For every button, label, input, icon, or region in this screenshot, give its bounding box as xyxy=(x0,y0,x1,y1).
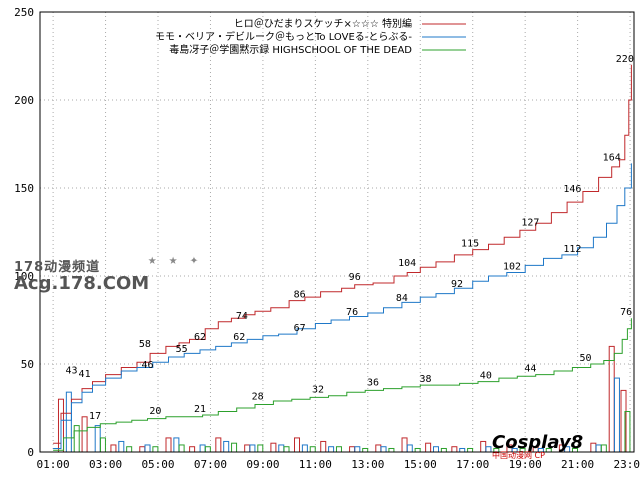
data-label: 43 xyxy=(65,365,77,376)
watermark-178-line2: Acg.178.COM xyxy=(14,273,150,294)
data-label: 104 xyxy=(398,258,416,269)
data-label: 76 xyxy=(620,307,632,318)
data-labels: 43 58 62 74 86 96 104 115 127 146 164 220 41 46 55 62 67… xyxy=(65,54,633,422)
watermark-178: 178动漫频道 Acg.178.COM xyxy=(14,256,149,294)
x-tick-label: 23:00 xyxy=(614,458,640,471)
x-tick-label: 05:00 xyxy=(141,458,174,471)
data-label: 92 xyxy=(451,279,463,290)
watermark-178-line1: 178动漫频道 xyxy=(14,260,101,275)
data-label: 84 xyxy=(396,293,408,304)
series-lines xyxy=(53,64,632,451)
x-tick-label: 21:00 xyxy=(561,458,594,471)
data-label: 36 xyxy=(367,378,379,389)
series-line xyxy=(53,163,632,449)
data-label: 28 xyxy=(252,392,264,403)
data-label: 67 xyxy=(294,323,306,334)
data-label: 146 xyxy=(563,184,581,195)
series-line xyxy=(53,64,632,444)
x-tick-label: 17:00 xyxy=(456,458,489,471)
data-label: 38 xyxy=(419,374,431,385)
y-tick-label: 50 xyxy=(21,358,34,371)
data-label: 96 xyxy=(349,272,361,283)
data-label: 127 xyxy=(521,217,539,228)
y-tick-labels: 0 50 100 150 200 250 xyxy=(14,6,34,459)
data-label: 46 xyxy=(141,360,153,371)
data-label: 62 xyxy=(194,332,206,343)
x-tick-label: 19:00 xyxy=(509,458,542,471)
legend-entry: 毒島冴子＠学園黙示録 HIGHSCHOOL OF THE DEAD xyxy=(169,43,412,56)
legend-entry: モモ・ベリア・デビルーク＠もっとTo LOVEる-とらぶる- xyxy=(155,30,412,43)
y-tick-label: 250 xyxy=(14,6,34,19)
watermark-cosplay8: Cosplay8 中国动漫网 CP xyxy=(492,432,583,461)
x-tick-label: 15:00 xyxy=(404,458,437,471)
x-tick-label: 07:00 xyxy=(194,458,227,471)
y-tick-label: 100 xyxy=(14,270,34,283)
x-tick-label: 03:00 xyxy=(89,458,122,471)
data-label: 76 xyxy=(346,307,358,318)
x-tick-label: 09:00 xyxy=(246,458,279,471)
watermark-cosplay8-line1: Cosplay8 xyxy=(492,432,584,453)
data-label: 164 xyxy=(603,152,621,163)
x-tick-labels: 01:00 03:00 05:00 07:00 09:00 11:00 13:00 15:00… xyxy=(37,458,640,471)
data-label: 50 xyxy=(579,353,591,364)
data-label: 17 xyxy=(89,411,101,422)
data-label: 20 xyxy=(149,406,161,417)
data-label: 58 xyxy=(139,339,151,350)
data-label: 55 xyxy=(176,344,188,355)
legend-entry: ヒロ＠ひだまりスケッチ×☆☆☆ 特別編 xyxy=(234,17,412,30)
data-label: 115 xyxy=(461,239,479,250)
data-label: 102 xyxy=(503,261,521,272)
data-label: 21 xyxy=(194,404,206,415)
data-label: 220 xyxy=(616,54,634,65)
y-tick-label: 150 xyxy=(14,182,34,195)
x-tick-label: 11:00 xyxy=(299,458,332,471)
data-label: 112 xyxy=(563,244,581,255)
series-line xyxy=(53,318,632,451)
x-tick-label: 01:00 xyxy=(37,458,70,471)
watermark-cosplay8-line2: 中国动漫网 CP xyxy=(492,451,545,460)
data-label: 74 xyxy=(236,311,248,322)
y-tick-label: 200 xyxy=(14,94,34,107)
grid xyxy=(40,12,634,452)
data-label: 40 xyxy=(480,371,492,382)
data-label: 62 xyxy=(233,332,245,343)
data-label: 44 xyxy=(524,364,536,375)
plot-frame xyxy=(39,11,635,453)
y-tick-label: 0 xyxy=(27,446,34,459)
data-label: 86 xyxy=(294,290,306,301)
x-tick-label: 13:00 xyxy=(351,458,384,471)
data-label: 41 xyxy=(79,369,91,380)
star-icon: ★ ★ ✦ xyxy=(148,252,201,268)
data-label: 32 xyxy=(312,385,324,396)
